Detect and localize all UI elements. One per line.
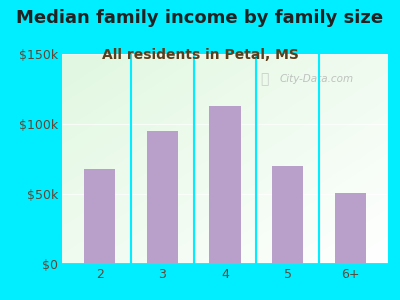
Text: City-Data.com: City-Data.com [279, 74, 353, 84]
Bar [272, 166, 303, 264]
Bar [209, 106, 241, 264]
Text: ⦿: ⦿ [260, 72, 268, 86]
Bar [84, 169, 115, 264]
Bar [335, 193, 366, 264]
Text: All residents in Petal, MS: All residents in Petal, MS [102, 48, 298, 62]
Bar [147, 131, 178, 264]
Text: Median family income by family size: Median family income by family size [16, 9, 384, 27]
